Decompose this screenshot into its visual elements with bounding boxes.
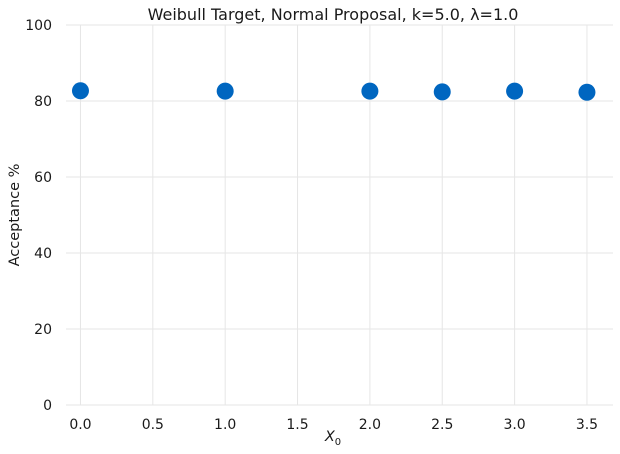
x-tick-label: 2.5 [431, 417, 453, 433]
data-point [216, 82, 234, 100]
x-axis-title-subscript: 0 [335, 437, 341, 448]
y-tick-label: 60 [34, 170, 52, 186]
data-points [71, 82, 596, 101]
x-tick-label: 0.5 [142, 417, 164, 433]
x-tick-label: 0.0 [69, 417, 91, 433]
data-point [71, 82, 89, 100]
y-tick-labels: 0 20 40 60 80 100 [25, 18, 52, 414]
y-tick-label: 0 [43, 398, 52, 414]
data-point [578, 83, 596, 101]
chart-title: Weibull Target, Normal Proposal, k=5.0, … [148, 5, 519, 24]
x-tick-labels: 0.0 0.5 1.0 1.5 2.0 2.5 3.0 3.5 [69, 417, 598, 433]
x-tick-label: 1.0 [214, 417, 236, 433]
grid-lines [66, 24, 613, 406]
data-point [433, 83, 451, 101]
x-axis-title: X0 [324, 429, 341, 448]
x-tick-label: 3.5 [576, 417, 598, 433]
y-tick-label: 20 [34, 322, 52, 338]
data-point [506, 82, 524, 100]
y-axis-title: Acceptance % [7, 164, 23, 267]
x-tick-label: 2.0 [359, 417, 381, 433]
x-tick-label: 3.0 [503, 417, 525, 433]
data-point [361, 82, 379, 100]
y-tick-label: 100 [25, 18, 52, 34]
y-tick-label: 40 [34, 246, 52, 262]
x-axis-title-main: X [324, 429, 336, 445]
y-tick-label: 80 [34, 94, 52, 110]
x-tick-label: 1.5 [286, 417, 308, 433]
